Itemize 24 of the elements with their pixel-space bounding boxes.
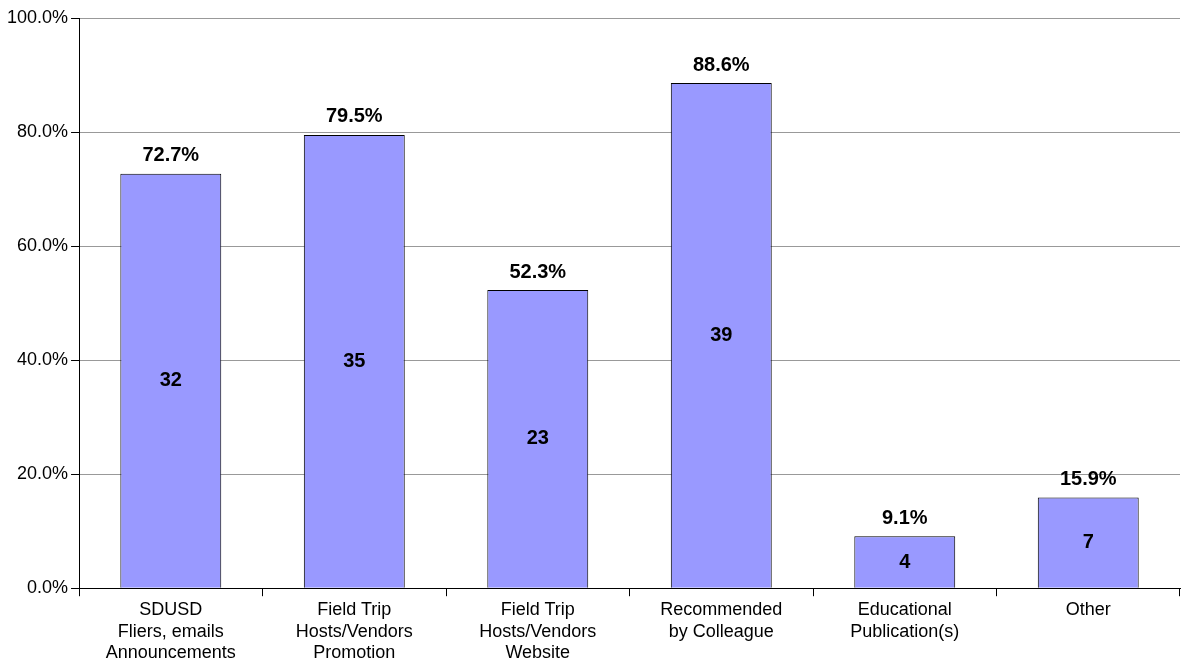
y-tick-label: 60.0%: [17, 235, 69, 256]
annotation: 7: [1082, 530, 1094, 553]
y-tick-label: 0.0%: [27, 577, 69, 598]
data-label: 15.9%: [1059, 467, 1117, 490]
data-label: 9.1%: [881, 505, 928, 528]
x-tick-label: Field Trip Hosts/Vendors Promotion: [295, 598, 413, 663]
x-tick-label: Educational Publication(s): [850, 598, 960, 641]
y-tick-label: 100.0%: [6, 6, 69, 27]
annotation: 32: [159, 368, 182, 391]
x-tick-label: Other: [1065, 598, 1111, 619]
annotation: 23: [526, 426, 549, 449]
annotation: 4: [899, 549, 912, 572]
annotation: 39: [710, 322, 733, 345]
data-label: 88.6%: [692, 52, 750, 75]
data-label: 72.7%: [142, 143, 200, 166]
y-tick-label: 80.0%: [17, 121, 69, 142]
x-tick-label: SDUSD Fliers, emails Announcements: [105, 598, 236, 663]
data-label: 52.3%: [509, 259, 567, 282]
data-label: 79.5%: [325, 104, 383, 127]
annotation: 35: [343, 348, 366, 371]
y-tick-label: 20.0%: [17, 463, 69, 484]
x-tick-label: Field Trip Hosts/Vendors Website: [479, 598, 597, 663]
y-tick-label: 40.0%: [17, 349, 69, 370]
x-tick-label: Recommended by Colleague: [660, 598, 783, 641]
